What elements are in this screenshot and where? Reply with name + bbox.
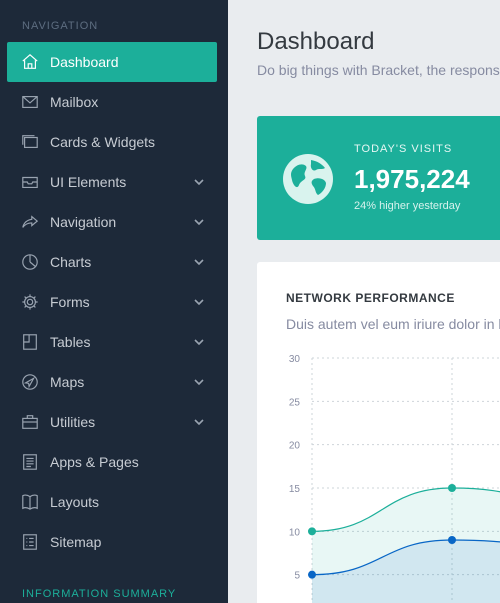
sidebar-item-mailbox[interactable]: Mailbox — [7, 82, 217, 122]
sidebar-item-label: Navigation — [50, 214, 117, 230]
chart-title: Network Performance — [286, 291, 455, 305]
sidebar: Navigation Dashboard Mailbox Cards & Widge… — [0, 0, 228, 603]
sidebar-item-utilities[interactable]: Utilities — [7, 402, 217, 442]
y-tick-label: 30 — [289, 354, 301, 365]
sidebar-item-label: Sitemap — [50, 534, 102, 550]
sidebar-item-apps-and-pages[interactable]: Apps & Pages — [7, 442, 217, 482]
chevron-down-icon[interactable] — [189, 372, 209, 392]
series-area-2 — [312, 540, 500, 603]
y-tick-label: 20 — [289, 441, 301, 452]
visits-note: 24% higher yesterday — [354, 200, 461, 212]
main-content: Dashboard Do big things with Bracket, th… — [228, 0, 500, 603]
chevron-down-icon[interactable] — [189, 252, 209, 272]
pie-chart-icon — [20, 252, 40, 272]
table-icon — [20, 332, 40, 352]
network-performance-card: Network Performance Duis autem vel eum i… — [257, 262, 500, 603]
info-summary-heading: Information Summary — [22, 588, 177, 600]
data-point — [308, 527, 316, 536]
y-tick-label: 15 — [289, 484, 301, 495]
sidebar-item-label: Maps — [50, 374, 85, 390]
briefcase-icon — [20, 412, 40, 432]
sidebar-item-label: Forms — [50, 294, 90, 310]
visits-value: 1,975,224 — [354, 164, 470, 194]
inbox-icon — [20, 172, 40, 192]
sidebar-item-label: UI Elements — [50, 174, 127, 190]
sidebar-item-ui-elements[interactable]: UI Elements — [7, 162, 217, 202]
list-icon — [20, 532, 40, 552]
chevron-down-icon[interactable] — [189, 412, 209, 432]
sidebar-item-label: Tables — [50, 334, 91, 350]
nav-heading: Navigation — [22, 20, 99, 32]
network-chart: 5 10 15 20 25 30 — [289, 354, 500, 603]
sidebar-item-layouts[interactable]: Layouts — [7, 482, 217, 522]
sidebar-item-cards-and-widgets[interactable]: Cards & Widgets — [7, 122, 217, 162]
mail-icon — [20, 92, 40, 112]
chevron-down-icon[interactable] — [189, 292, 209, 312]
sidebar-item-dashboard[interactable]: Dashboard — [7, 42, 217, 82]
page-title: Dashboard — [257, 28, 375, 55]
book-icon — [20, 492, 40, 512]
series-area-1 — [312, 488, 500, 603]
sidebar-item-label: Apps & Pages — [50, 454, 139, 470]
home-icon — [20, 52, 40, 72]
globe-icon — [283, 154, 333, 204]
sidebar-item-tables[interactable]: Tables — [7, 322, 217, 362]
navigate-icon — [20, 372, 40, 392]
chevron-down-icon[interactable] — [189, 332, 209, 352]
y-tick-label: 5 — [294, 571, 300, 582]
sidebar-item-charts[interactable]: Charts — [7, 242, 217, 282]
y-tick-label: 25 — [289, 397, 301, 408]
y-tick-label: 10 — [289, 527, 301, 538]
chart-subtitle: Duis autem vel eum iriure dolor in h — [286, 316, 500, 332]
nav-list: Dashboard Mailbox Cards & Widgets UI Elemen… — [7, 42, 217, 562]
data-point — [448, 536, 456, 544]
cards-icon — [20, 132, 40, 152]
data-point — [308, 570, 316, 579]
sidebar-item-label: Mailbox — [50, 94, 99, 110]
share-icon — [20, 212, 40, 232]
chevron-down-icon[interactable] — [189, 212, 209, 232]
document-icon — [20, 452, 40, 472]
sidebar-item-label: Layouts — [50, 494, 100, 510]
data-point — [448, 484, 456, 492]
sidebar-item-navigation[interactable]: Navigation — [7, 202, 217, 242]
sidebar-item-label: Cards & Widgets — [50, 134, 156, 150]
sidebar-item-label: Utilities — [50, 414, 96, 430]
chevron-down-icon[interactable] — [189, 172, 209, 192]
sidebar-item-sitemap[interactable]: Sitemap — [7, 522, 217, 562]
page-subtitle: Do big things with Bracket, the responsi — [257, 62, 500, 78]
visits-label: Today's Visits — [354, 143, 453, 155]
visits-card: Today's Visits 1,975,224 24% higher yest… — [257, 116, 500, 240]
gear-icon — [20, 292, 40, 312]
sidebar-item-label: Charts — [50, 254, 92, 270]
sidebar-item-label: Dashboard — [50, 54, 119, 70]
sidebar-item-forms[interactable]: Forms — [7, 282, 217, 322]
sidebar-item-maps[interactable]: Maps — [7, 362, 217, 402]
